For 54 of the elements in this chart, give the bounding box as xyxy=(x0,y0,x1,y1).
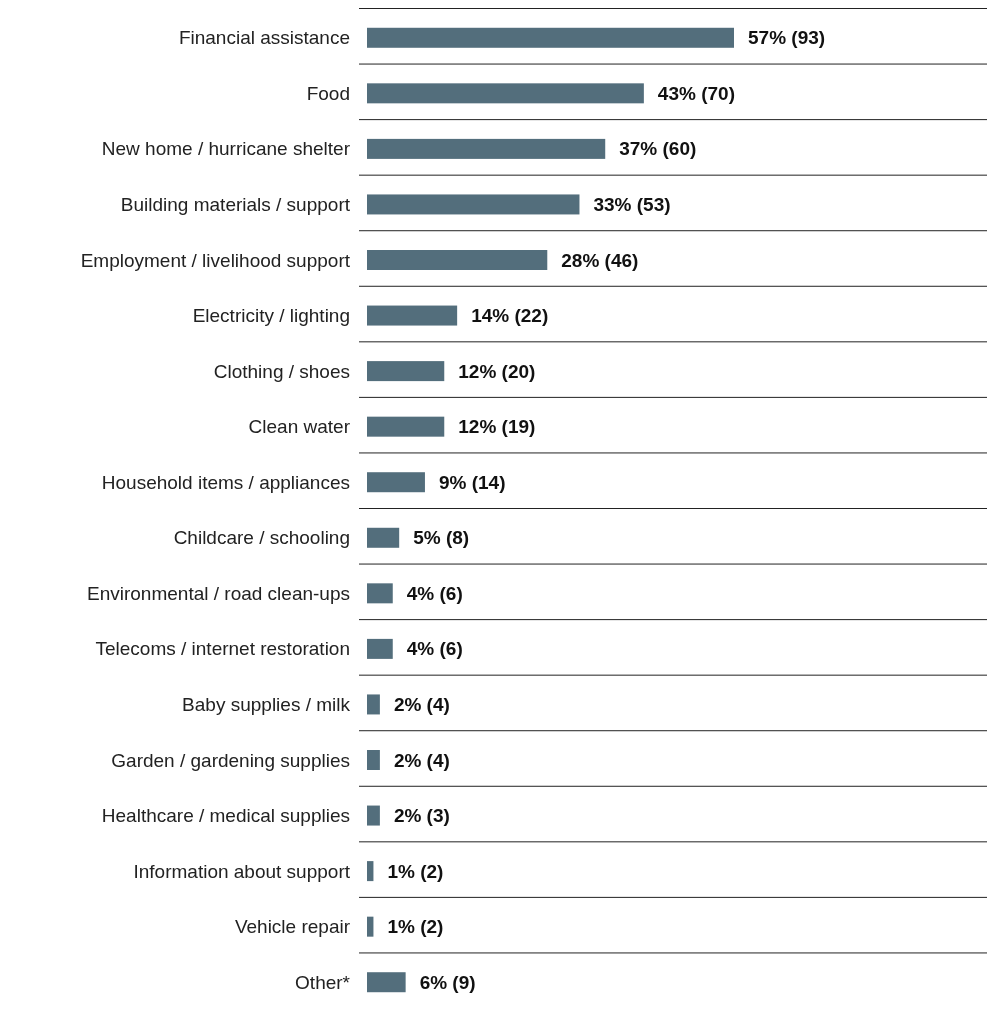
bar xyxy=(367,138,606,159)
y-tick-label: Clean water xyxy=(248,416,351,438)
bar xyxy=(367,916,374,937)
y-tick-label: Telecoms / internet restoration xyxy=(95,638,350,660)
bar xyxy=(367,472,425,493)
bar xyxy=(367,972,406,993)
y-tick-label: Clothing / shoes xyxy=(213,360,350,382)
y-tick-label: Healthcare / medical supplies xyxy=(101,805,350,827)
bar xyxy=(367,694,380,715)
data-label: 33% (53) xyxy=(593,193,671,215)
bar xyxy=(367,750,380,770)
bar xyxy=(367,861,374,882)
y-tick-label: Household items / appliances xyxy=(101,471,350,493)
y-tick-label: Childcare / schooling xyxy=(173,527,350,549)
data-label: 43% (70) xyxy=(657,82,735,104)
y-tick-label: Information about support xyxy=(133,860,351,882)
bar xyxy=(367,805,380,826)
data-label: 2% (3) xyxy=(393,805,450,827)
bar xyxy=(367,416,445,437)
bar xyxy=(367,27,734,48)
data-label: 57% (93) xyxy=(748,27,826,49)
bar xyxy=(367,305,458,326)
bar xyxy=(367,583,393,604)
bar xyxy=(367,638,393,659)
y-tick-label: Vehicle repair xyxy=(234,916,351,938)
y-tick-label: New home / hurricane shelter xyxy=(101,138,351,160)
data-label: 5% (8) xyxy=(413,527,470,549)
y-tick-label: Environmental / road clean-ups xyxy=(87,582,350,604)
bar xyxy=(367,361,445,382)
y-tick-label: Other* xyxy=(295,971,351,993)
data-label: 1% (2) xyxy=(387,916,444,938)
y-tick-label: Electricity / lighting xyxy=(192,305,350,327)
data-label: 1% (2) xyxy=(387,860,444,882)
y-tick-label: Building materials / support xyxy=(120,193,351,215)
y-tick-label: Baby supplies / milk xyxy=(182,693,351,715)
data-label: 14% (22) xyxy=(471,305,549,327)
y-tick-label: Employment / livelihood support xyxy=(80,249,351,271)
y-tick-label: Garden / gardening supplies xyxy=(111,749,350,771)
bar xyxy=(367,250,548,270)
data-label: 2% (4) xyxy=(393,749,450,771)
bar xyxy=(367,83,644,104)
data-label: 37% (60) xyxy=(619,138,697,160)
data-label: 9% (14) xyxy=(438,471,506,493)
y-tick-label: Financial assistance xyxy=(178,27,350,49)
bar xyxy=(367,527,400,548)
data-label: 2% (4) xyxy=(393,693,450,715)
data-label: 28% (46) xyxy=(561,249,639,271)
data-label: 4% (6) xyxy=(406,582,463,604)
data-label: 12% (20) xyxy=(458,360,536,382)
data-label: 6% (9) xyxy=(419,971,476,993)
bar xyxy=(367,194,580,215)
data-label: 4% (6) xyxy=(406,638,463,660)
data-label: 12% (19) xyxy=(458,416,536,438)
y-tick-label: Food xyxy=(306,82,350,104)
